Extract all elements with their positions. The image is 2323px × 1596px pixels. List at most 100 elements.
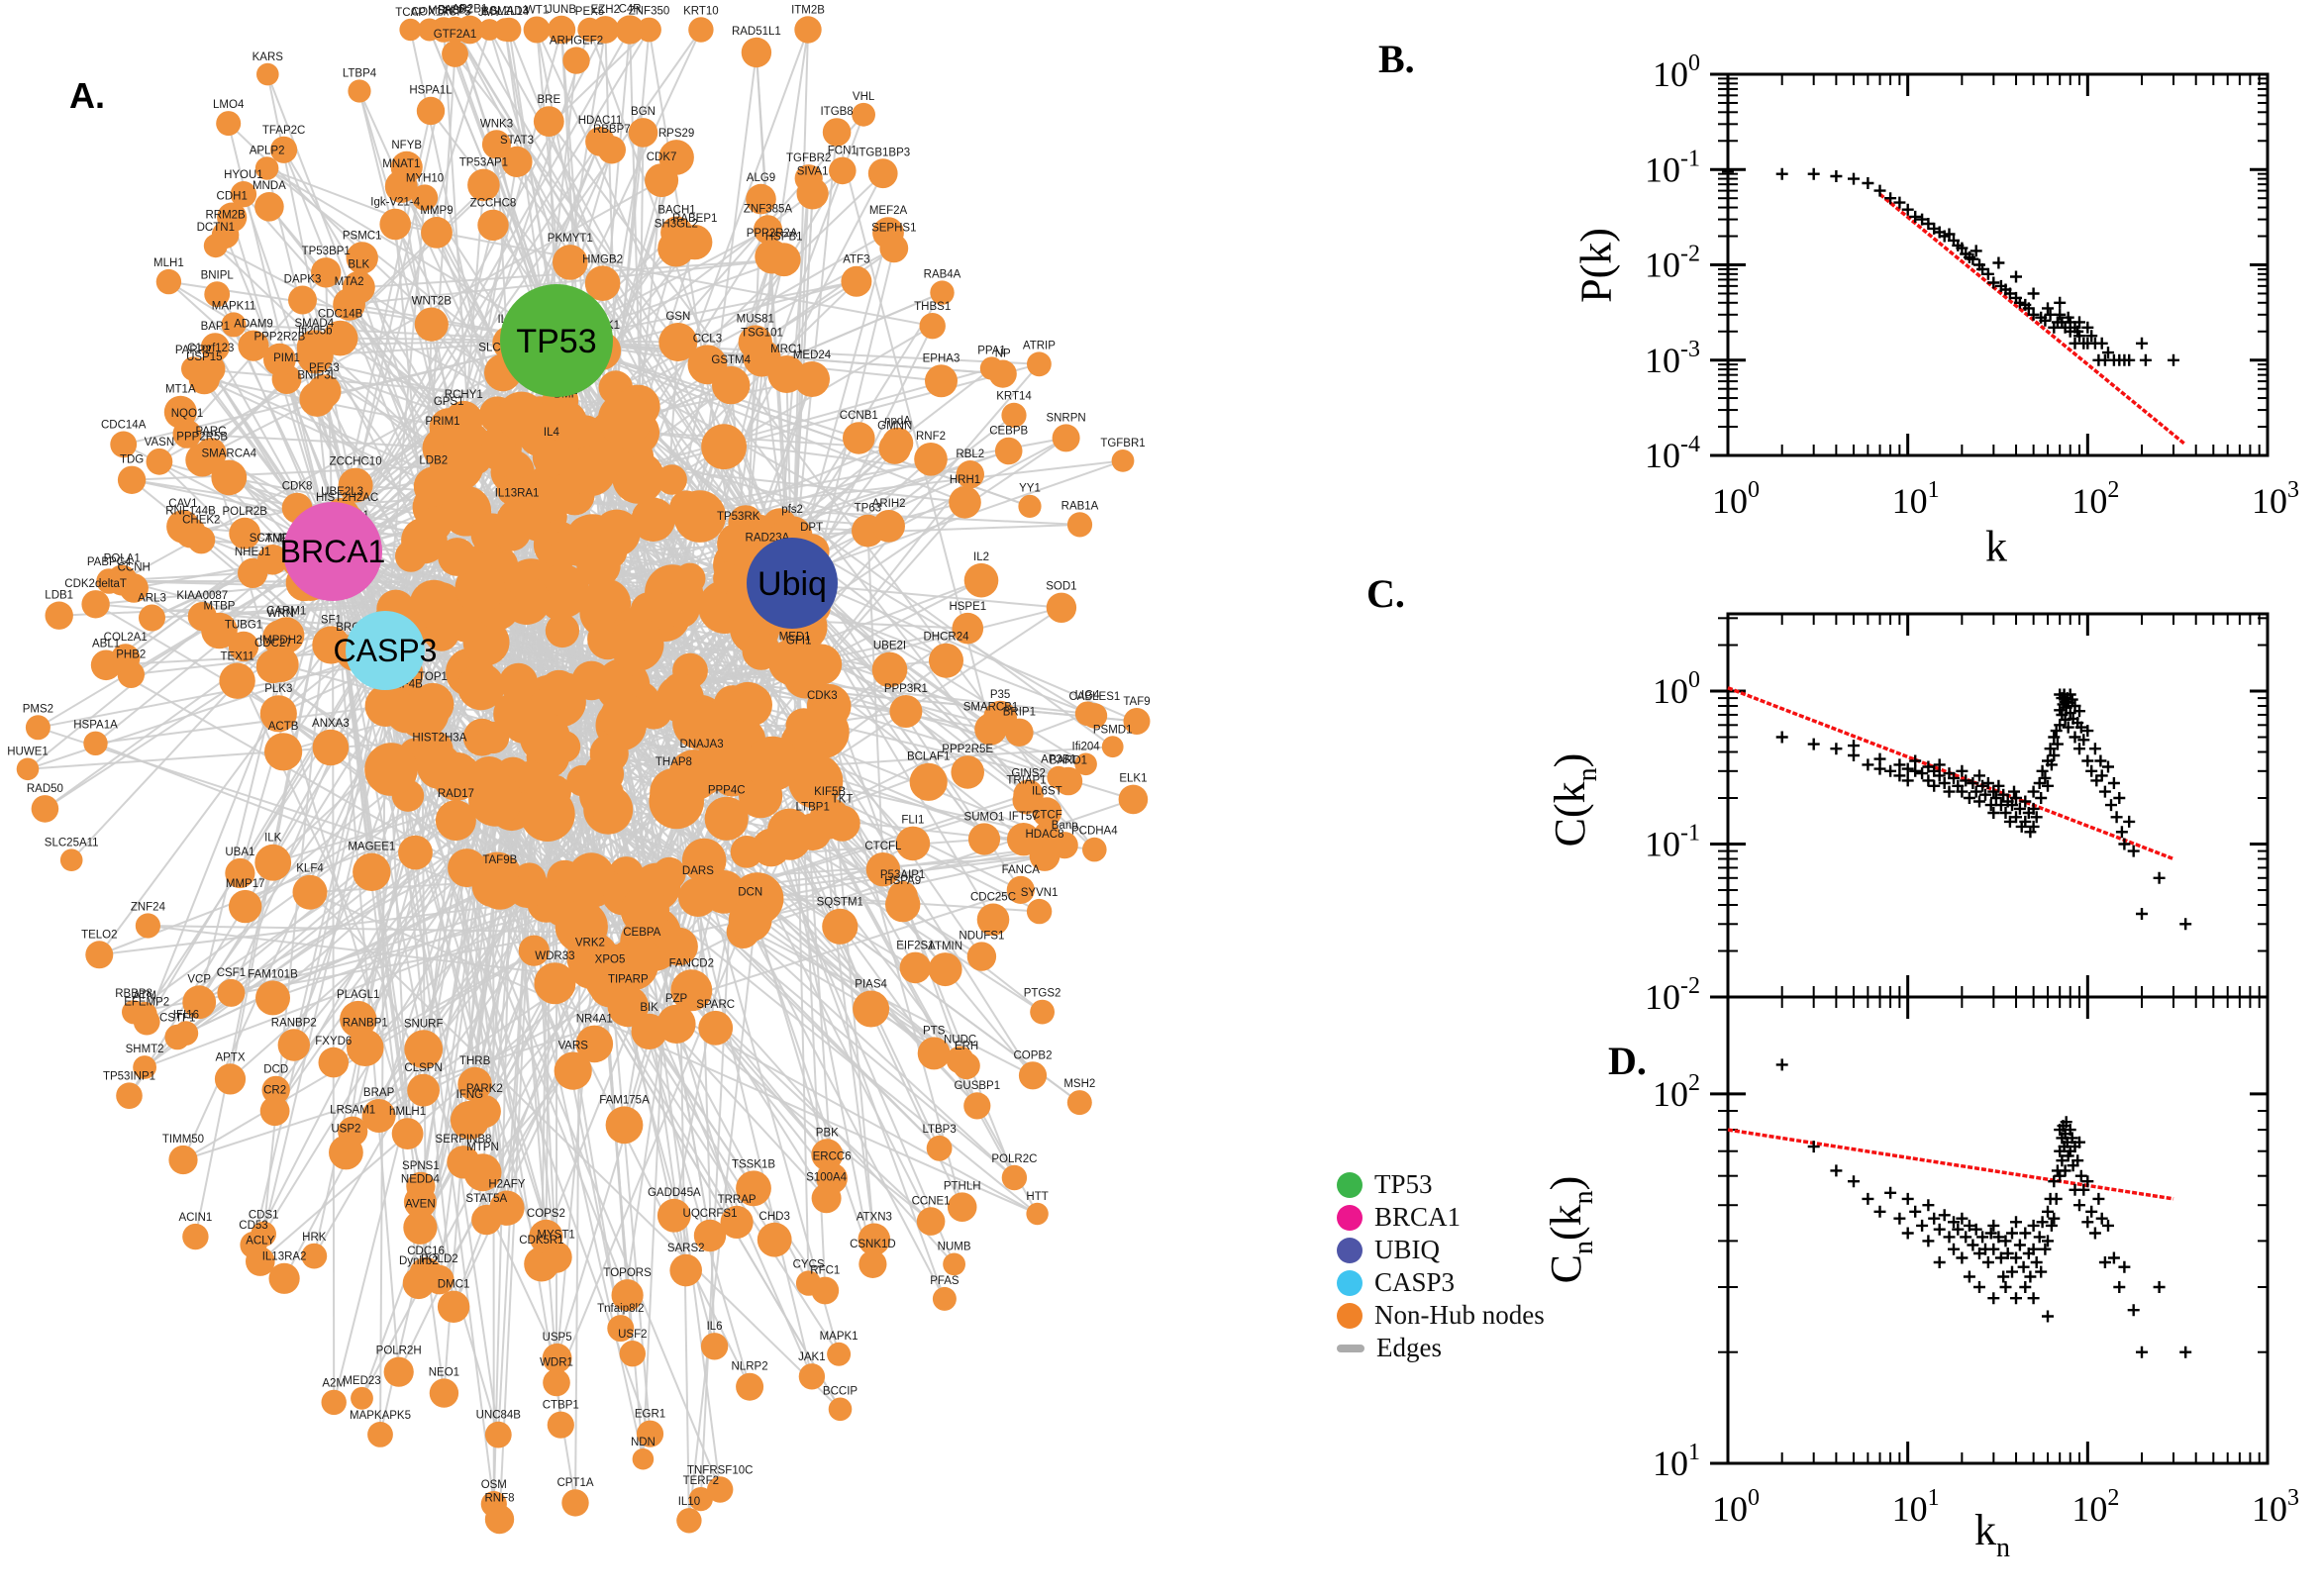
network-node <box>730 836 763 868</box>
data-point <box>1997 788 2010 801</box>
data-point <box>1973 795 1985 808</box>
node-label: TEX11 <box>220 651 253 663</box>
data-point <box>2042 1310 2054 1323</box>
node-label: ADAM9 <box>234 319 273 331</box>
node-label: NQO1 <box>171 408 204 420</box>
network-node <box>347 1029 384 1066</box>
axis-title-text: ) <box>1546 752 1594 768</box>
network-node <box>442 16 468 44</box>
network-node <box>390 150 423 183</box>
node-label: GFI1 <box>786 636 812 648</box>
ppi-network: PRIM1 NHEJ1 CSTF1 KLF4 TFAP2C HIST2H2AC GTF2A1… <box>7 3 1151 1535</box>
data-point <box>1722 165 1734 178</box>
data-point <box>2081 1216 2094 1229</box>
node-label: BNIPL <box>201 269 235 281</box>
data-point <box>1893 769 1906 782</box>
data-point <box>2030 811 2043 824</box>
data-point <box>1960 1231 1972 1244</box>
node-label: MLH1 <box>153 257 184 269</box>
node-label: GUSBP1 <box>954 1080 1000 1092</box>
network-node <box>204 281 231 308</box>
data-point <box>1909 1205 1922 1218</box>
node-label: HYOU1 <box>224 169 263 181</box>
network-node <box>398 835 433 870</box>
network-node <box>946 1046 974 1074</box>
data-point <box>1928 1212 1941 1225</box>
network-node <box>311 257 342 288</box>
network-node <box>211 221 240 249</box>
data-point <box>1952 1223 1965 1236</box>
node-label: SQSTM1 <box>817 897 863 909</box>
node-label: CDK5R1 <box>519 1235 563 1247</box>
network-node <box>454 562 506 614</box>
network-node <box>607 985 650 1028</box>
node-label: GMNN <box>877 421 912 433</box>
node-label: NR4A1 <box>576 1014 613 1026</box>
node-label: ATRIP <box>1023 340 1056 351</box>
network-node <box>379 208 412 241</box>
legend-label: CASP3 <box>1374 1267 1456 1297</box>
data-point <box>2027 820 2040 833</box>
network-node <box>229 889 262 924</box>
node-label: POLR2C <box>991 1153 1037 1165</box>
hub-node-casp3 <box>346 611 425 690</box>
node-label: WNT2B <box>412 296 453 308</box>
network-node <box>1030 999 1055 1025</box>
data-point <box>2059 1164 2071 1177</box>
node-label: LMO4 <box>213 99 245 111</box>
node-label: hMLH1 <box>389 1106 426 1118</box>
node-label: CTBP1 <box>543 1400 579 1412</box>
data-point <box>2139 353 2152 366</box>
network-node <box>1006 823 1041 856</box>
node-label: SYVN1 <box>1021 887 1059 899</box>
node-label: NDUFS1 <box>959 931 1004 943</box>
exponent: -3 <box>1680 337 1700 362</box>
data-point <box>1943 785 1956 798</box>
network-edge <box>866 531 884 870</box>
node-label: ARL3 <box>138 593 166 605</box>
node-label: RNF2 <box>916 431 946 443</box>
data-point <box>1848 172 1860 185</box>
node-label: CDC14B <box>318 309 363 321</box>
node-label: DHCR24 <box>923 632 969 644</box>
node-label: NDN <box>631 1437 656 1448</box>
network-node <box>413 466 454 507</box>
node-label: HSPA9 <box>884 875 921 887</box>
node-label: PLK3 <box>264 683 292 695</box>
node-label: IL13RA1 <box>495 488 540 500</box>
network-node <box>139 604 165 632</box>
axis-title-text: C <box>1542 1253 1590 1284</box>
data-point <box>2010 1216 2022 1229</box>
node-label: MYH10 <box>406 172 444 184</box>
data-point <box>1992 256 2005 269</box>
data-point <box>1943 1231 1956 1244</box>
node-label: LTBP4 <box>343 68 377 80</box>
network-hubs: TP53 BRCA1 Ubiq CASP3 <box>280 284 838 690</box>
panel-d-label: D. <box>1608 1039 1647 1083</box>
network-node <box>1081 703 1108 729</box>
node-label: MED1 <box>779 632 811 644</box>
network-node <box>657 230 695 267</box>
network-node <box>824 805 860 842</box>
data-point <box>1984 799 1997 812</box>
node-label: UBA1 <box>225 847 254 858</box>
network-node <box>201 612 238 649</box>
data-point <box>2056 1154 2069 1167</box>
node-label: LDB2 <box>419 454 448 466</box>
node-label: PEG3 <box>309 362 340 374</box>
network-node <box>745 736 800 792</box>
node-label: GINS2 <box>1011 767 1046 779</box>
node-label: RAD17 <box>438 788 474 800</box>
node-label: XPO5 <box>595 953 626 965</box>
data-point <box>1873 184 1886 197</box>
node-label: RPS29 <box>658 128 694 140</box>
exponent: -2 <box>1680 242 1700 267</box>
network-node <box>185 443 220 477</box>
fit-line <box>1727 1128 2174 1201</box>
data-point <box>2123 815 2136 828</box>
network-node <box>1018 494 1042 518</box>
axis-ticks <box>1710 614 2268 999</box>
legend-item-tp53: TP53 <box>1337 1168 1545 1201</box>
network-node <box>561 1489 589 1517</box>
